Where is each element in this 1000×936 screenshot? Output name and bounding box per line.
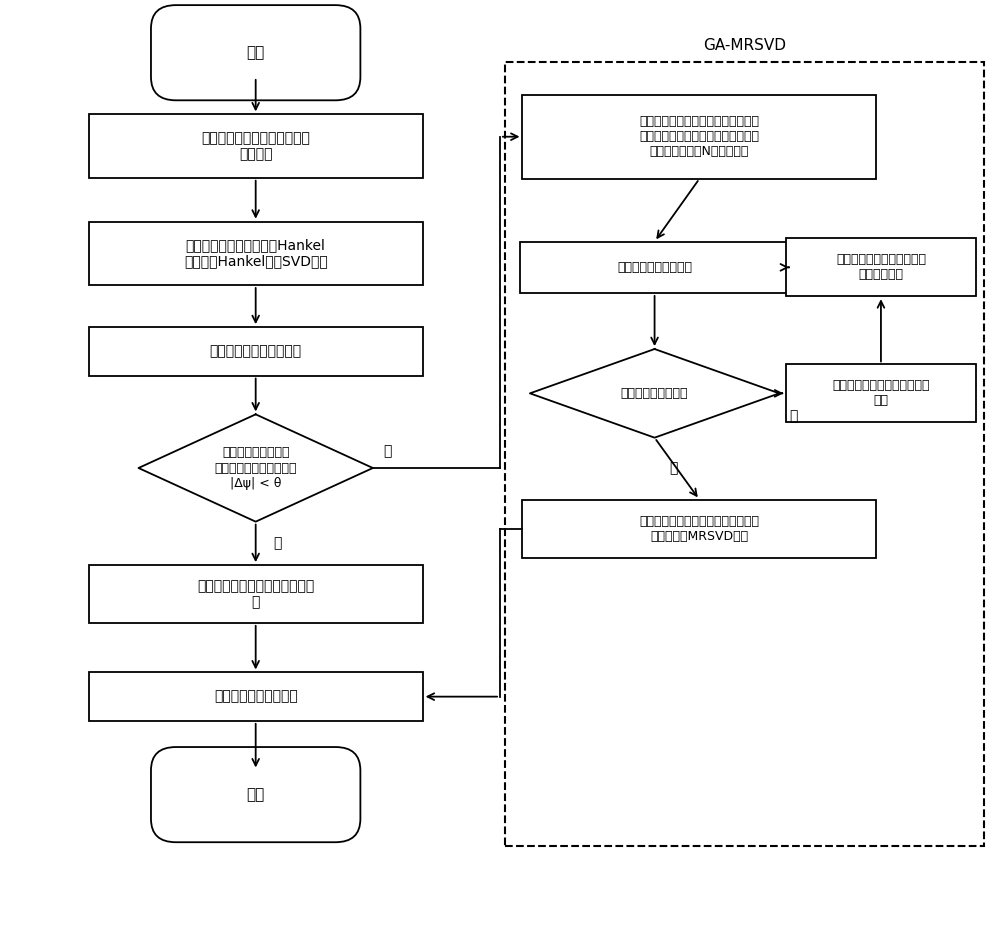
Text: 初始化参数，对大地电磁数据
均匀分段: 初始化参数，对大地电磁数据 均匀分段 — [201, 131, 310, 161]
Bar — [89, 672, 423, 721]
Text: 结束: 结束 — [247, 787, 265, 802]
Text: 拼接大地电磁有用信号: 拼接大地电磁有用信号 — [214, 690, 298, 704]
Text: 进行遗传操作：选择、交叉、
变异: 进行遗传操作：选择、交叉、 变异 — [832, 379, 930, 407]
Text: GA-MRSVD: GA-MRSVD — [703, 37, 786, 52]
Bar — [786, 239, 976, 297]
Bar — [520, 241, 789, 293]
Bar — [89, 114, 423, 178]
Text: 对大地电磁数据构建三阶Hankel
矩阵，对Hankel矩阵SVD分解: 对大地电磁数据构建三阶Hankel 矩阵，对Hankel矩阵SVD分解 — [184, 239, 328, 269]
Text: 产生新一代种群即子代种群
作为当前种群: 产生新一代种群即子代种群 作为当前种群 — [836, 254, 926, 282]
Bar — [89, 565, 423, 623]
Text: 满足终止迭代条件？: 满足终止迭代条件？ — [621, 387, 688, 400]
Bar — [786, 364, 976, 422]
FancyBboxPatch shape — [151, 747, 360, 842]
Text: 否: 否 — [789, 410, 798, 424]
Text: 是: 是 — [274, 536, 282, 550]
Text: 初始化遗传算法参数：种群规模、最
大迭代次数、交叉率、变异率、初始
种群、分解层数N的取值范围: 初始化遗传算法参数：种群规模、最 大迭代次数、交叉率、变异率、初始 种群、分解层… — [639, 115, 759, 158]
Bar — [89, 327, 423, 375]
Text: 是: 是 — [670, 461, 678, 475]
Text: 停止迭代，保存最优分解层数，对近
似信号继续MRSVD分解: 停止迭代，保存最优分解层数，对近 似信号继续MRSVD分解 — [639, 515, 759, 543]
Polygon shape — [530, 349, 779, 438]
Text: 否: 否 — [383, 445, 391, 459]
Bar — [89, 222, 423, 285]
Polygon shape — [139, 415, 373, 521]
Bar — [505, 62, 984, 846]
Text: 评价种群的适应度能力: 评价种群的适应度能力 — [617, 261, 692, 274]
Text: 开始: 开始 — [247, 45, 265, 60]
Text: 得到近似分量和细节分量: 得到近似分量和细节分量 — [210, 344, 302, 358]
Text: 计算细节分量标准差
和近似分量标准差的差值
|Δψ| < θ: 计算细节分量标准差 和近似分量标准差的差值 |Δψ| < θ — [214, 446, 297, 490]
Text: 保留原始信号为大地电磁有用信
号: 保留原始信号为大地电磁有用信 号 — [197, 578, 314, 609]
Bar — [522, 500, 876, 558]
Bar — [522, 95, 876, 179]
FancyBboxPatch shape — [151, 5, 360, 100]
